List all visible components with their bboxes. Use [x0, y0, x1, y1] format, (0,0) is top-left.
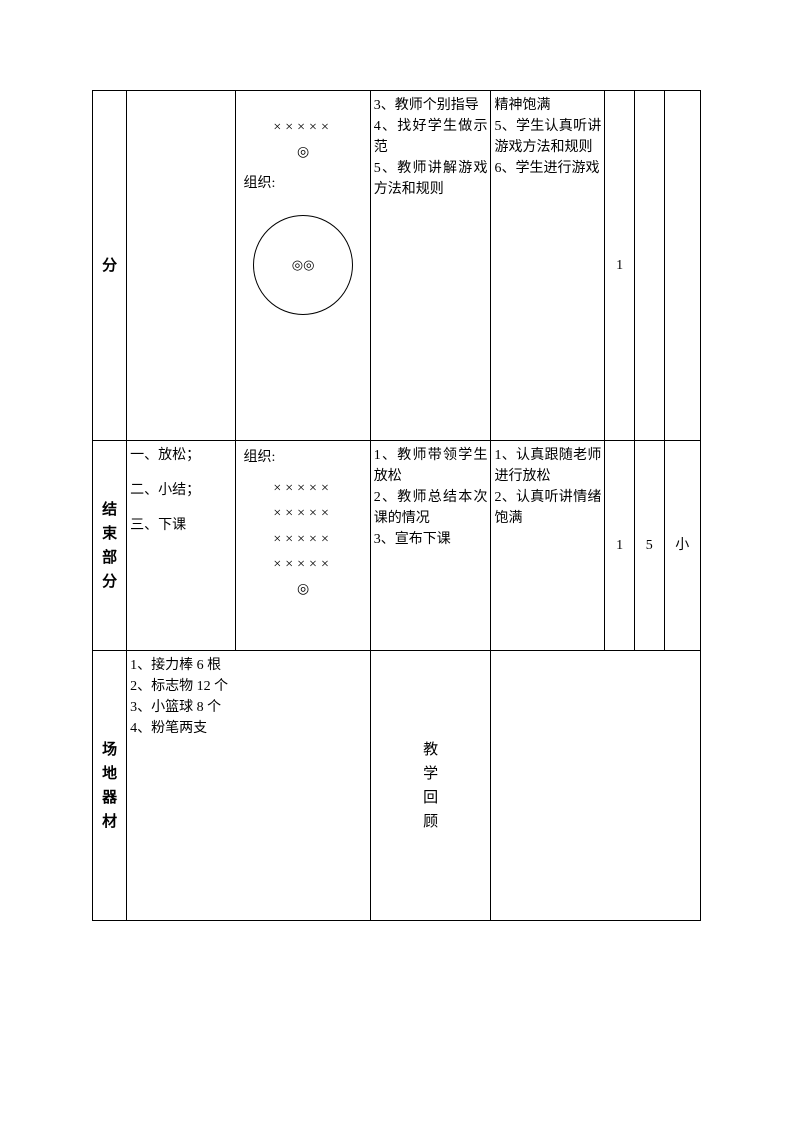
- cell-activity: [127, 91, 236, 441]
- text-line: 2、认真听讲情绪饱满: [494, 487, 601, 529]
- cell-activity: 一、放松； 二、小结； 三、下课: [127, 441, 236, 651]
- circle-diagram: ◎◎: [239, 215, 366, 315]
- text-line: 精神饱满: [494, 95, 601, 116]
- text-line: 3、宣布下课: [374, 529, 488, 550]
- num: 1: [616, 258, 623, 273]
- formation-row: ×××××: [239, 501, 366, 526]
- cell-organization: 组织: ××××× ××××× ××××× ××××× ◎: [236, 441, 370, 651]
- cell-num2: 5: [634, 441, 664, 651]
- text-line: [130, 501, 232, 515]
- section-text: 场地器材: [102, 738, 117, 834]
- cell-equipment: 1、接力棒 6 根 2、标志物 12 个 3、小篮球 8 个 4、粉笔两支: [127, 651, 371, 921]
- num: 1: [616, 538, 623, 553]
- lesson-plan-table: 分 ××××× ◎ 组织: ◎◎ 3、教师个别指导 4、找好学生做示范 5、教师…: [92, 90, 701, 921]
- cell-student: 精神饱满 5、学生认真听讲游戏方法和规则 6、学生进行游戏: [491, 91, 605, 441]
- section-label: 场地器材: [93, 651, 127, 921]
- text-line: 3、教师个别指导: [374, 95, 488, 116]
- table-row: 结束部分 一、放松； 二、小结； 三、下课 组织: ××××× ××××× ××…: [93, 441, 701, 651]
- cell-num1: 1: [605, 91, 635, 441]
- formation-row: ×××××: [239, 552, 366, 577]
- section-text: 分: [102, 254, 117, 278]
- text-line: 2、标志物 12 个: [130, 676, 367, 697]
- text-line: 4、粉笔两支: [130, 718, 367, 739]
- cell-teacher: 1、教师带领学生放松 2、教师总结本次课的情况 3、宣布下课: [370, 441, 491, 651]
- cell-teacher: 3、教师个别指导 4、找好学生做示范 5、教师讲解游戏方法和规则: [370, 91, 491, 441]
- text-line: 6、学生进行游戏: [494, 158, 601, 179]
- formation-row: ×××××: [239, 476, 366, 501]
- circle-inner: ◎◎: [292, 253, 315, 276]
- section-text: 结束部分: [102, 498, 117, 594]
- cell-organization: ××××× ◎ 组织: ◎◎: [236, 91, 370, 441]
- text-line: 1、教师带领学生放松: [374, 445, 488, 487]
- org-label: 组织:: [239, 171, 366, 196]
- text-line: 三、下课: [130, 515, 232, 536]
- section-label: 分: [93, 91, 127, 441]
- text-line: [130, 466, 232, 480]
- text-line: 1、接力棒 6 根: [130, 655, 367, 676]
- text-line: 5、学生认真听讲游戏方法和规则: [494, 116, 601, 158]
- formation-row: ×××××: [239, 115, 366, 140]
- text-line: 4、找好学生做示范: [374, 116, 488, 158]
- formation-symbol: ◎: [239, 140, 366, 165]
- num: 小: [675, 538, 689, 553]
- text-line: 1、认真跟随老师进行放松: [494, 445, 601, 487]
- text-line: 2、教师总结本次课的情况: [374, 487, 488, 529]
- cell-num2: [634, 91, 664, 441]
- big-circle: ◎◎: [253, 215, 353, 315]
- cell-student: 1、认真跟随老师进行放松 2、认真听讲情绪饱满: [491, 441, 605, 651]
- org-label: 组织:: [239, 445, 366, 470]
- text-line: 3、小篮球 8 个: [130, 697, 367, 718]
- text-line: 5、教师讲解游戏方法和规则: [374, 158, 488, 200]
- table-row: 场地器材 1、接力棒 6 根 2、标志物 12 个 3、小篮球 8 个 4、粉笔…: [93, 651, 701, 921]
- cell-num1: 1: [605, 441, 635, 651]
- table-row: 分 ××××× ◎ 组织: ◎◎ 3、教师个别指导 4、找好学生做示范 5、教师…: [93, 91, 701, 441]
- text-line: 二、小结；: [130, 480, 232, 501]
- review-label-cell: 教学回顾: [370, 651, 491, 921]
- cell-review: [491, 651, 701, 921]
- review-label: 教学回顾: [423, 738, 438, 834]
- section-label: 结束部分: [93, 441, 127, 651]
- cell-num3: [664, 91, 700, 441]
- num: 5: [646, 538, 653, 553]
- formation-symbol: ◎: [239, 577, 366, 602]
- text-line: 一、放松；: [130, 445, 232, 466]
- formation-row: ×××××: [239, 527, 366, 552]
- cell-num3: 小: [664, 441, 700, 651]
